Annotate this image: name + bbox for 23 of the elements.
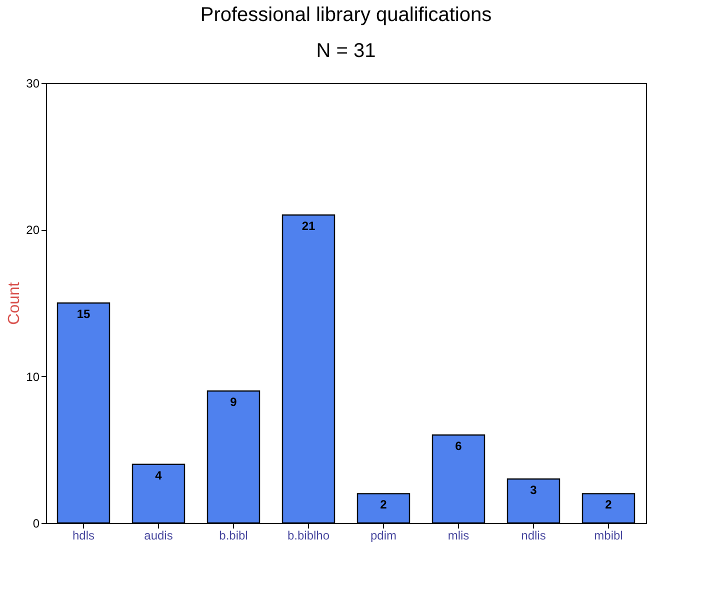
y-tick-label: 10 [26,370,40,384]
y-tick-label: 20 [26,223,40,238]
y-tick-label: 0 [32,516,40,530]
y-tick-label: 30 [26,76,40,90]
chart-subtitle: N = 31 [316,40,376,62]
data-label: 4 [155,468,162,482]
data-label: 6 [455,439,462,453]
x-tick-label: hdls [72,528,95,542]
x-tick-label: ndlis [521,528,546,542]
data-label: 2 [380,498,388,512]
x-tick-label: b.bibl [219,528,248,542]
data-label: 21 [302,219,316,233]
data-label: 2 [605,498,612,512]
y-axis-title: Count [6,282,24,325]
chart-title: Professional library qualifications [200,4,492,26]
data-label: 3 [530,483,538,497]
x-tick-label: audis [144,528,173,542]
x-tick-label: mlis [448,528,470,542]
data-label: 9 [230,395,238,409]
x-tick-label: pdim [370,528,397,542]
x-tick-label: mbibl [594,528,623,542]
x-tick-label: b.biblho [287,528,330,542]
data-label: 15 [76,307,90,321]
